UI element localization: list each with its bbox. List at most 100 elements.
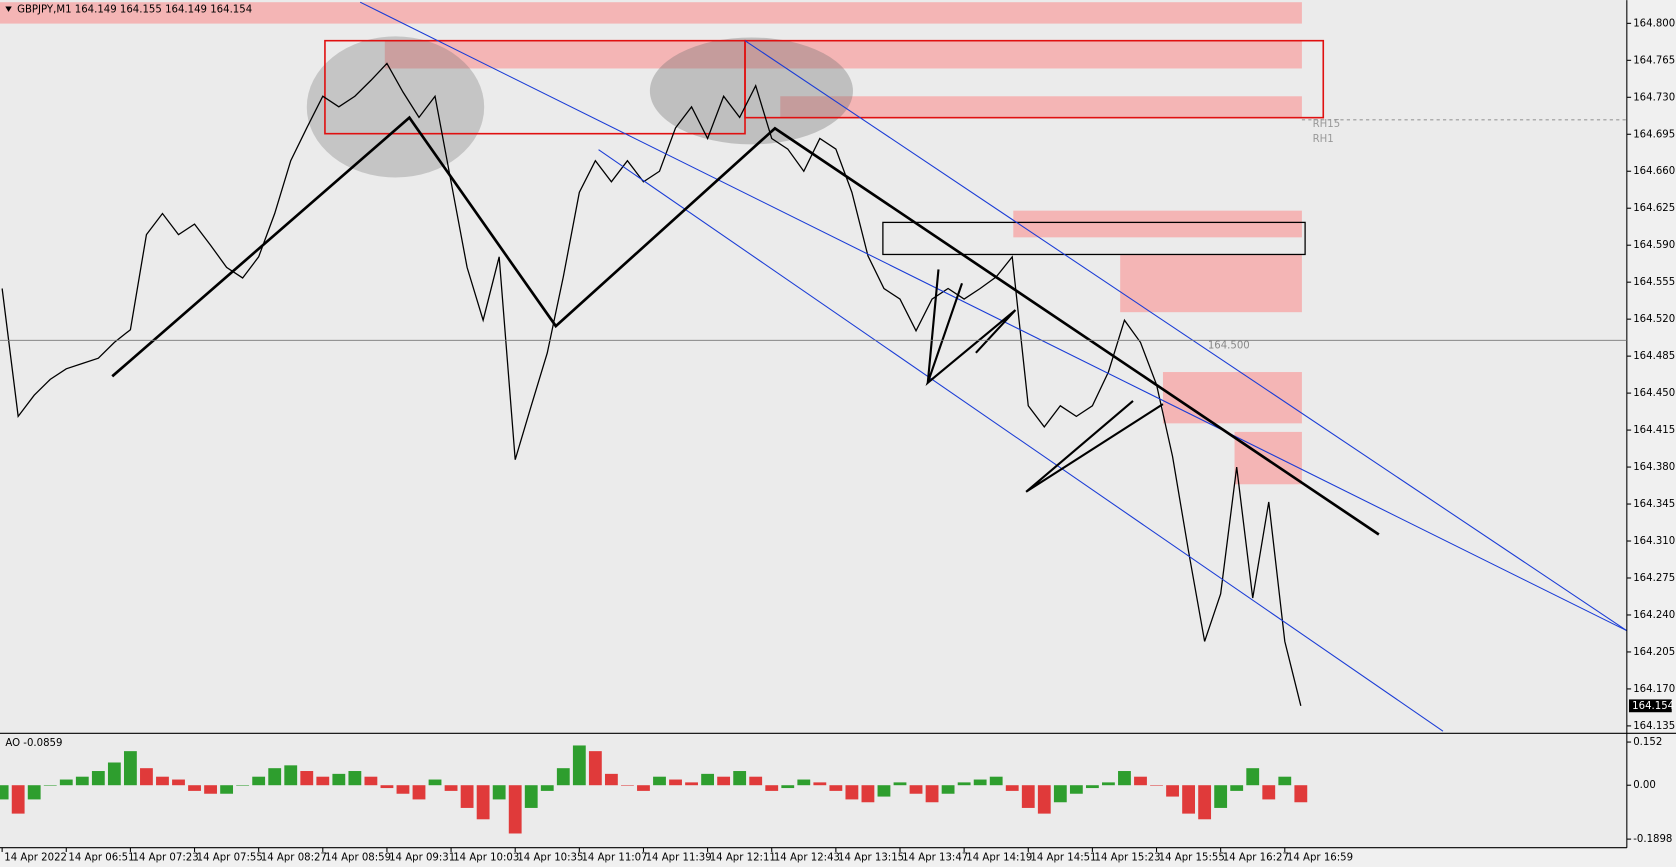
- ao-bar: [893, 782, 907, 786]
- y-tick-label: 164.765: [1633, 55, 1675, 66]
- y-tick-label: 0.152: [1633, 737, 1662, 748]
- trend-line: [111, 115, 1380, 536]
- ao-bar: [252, 776, 266, 786]
- hline-label: 164.500: [1208, 341, 1250, 352]
- y-tick-label: 164.520: [1633, 314, 1675, 325]
- ao-bar: [1246, 768, 1260, 786]
- ao-bar: [284, 765, 298, 786]
- ao-bar: [861, 785, 875, 803]
- y-tick-label: 164.415: [1633, 425, 1675, 436]
- ao-bar: [220, 785, 234, 794]
- price-tag-bg: [1628, 699, 1672, 713]
- y-tick-label: 164.240: [1633, 610, 1675, 621]
- ao-bar: [1166, 785, 1179, 797]
- ao-bar: [604, 773, 618, 786]
- ao-bar: [1102, 782, 1115, 786]
- ao-bar: [43, 785, 57, 786]
- ao-bar: [877, 785, 891, 797]
- ao-bar: [941, 785, 955, 794]
- x-tick-label: 14 Apr 12:43: [774, 852, 840, 863]
- ao-bar: [621, 785, 634, 786]
- ao-bar: [556, 768, 570, 786]
- x-tick-label: 14 Apr 13:47: [902, 852, 968, 863]
- drawings: [111, 1, 1628, 732]
- y-tick-label: 164.590: [1633, 240, 1675, 251]
- ao-bar: [59, 779, 73, 786]
- ao-bar: [845, 785, 859, 800]
- trend-line: [1025, 400, 1164, 493]
- x-tick-label: 14 Apr 11:39: [646, 852, 712, 863]
- ao-bar: [204, 785, 217, 794]
- ao-bar: [1085, 785, 1099, 789]
- ao-bar: [973, 779, 987, 786]
- ao-bar: [1053, 785, 1067, 803]
- y-tick-label: 164.450: [1633, 388, 1675, 399]
- ao-bar: [925, 785, 939, 803]
- ao-bar: [1150, 785, 1163, 786]
- ao-bar: [1037, 785, 1051, 814]
- ao-bar: [749, 776, 763, 786]
- y-tick-label: 164.170: [1633, 684, 1675, 695]
- x-tick-label: 14 Apr 07:55: [197, 852, 263, 863]
- x-tick-label: 14 Apr 15:23: [1095, 852, 1161, 863]
- x-tick-label: 14 Apr 12:11: [710, 852, 776, 863]
- ao-bar: [268, 768, 282, 786]
- ao-bar: [75, 776, 89, 786]
- ao-bar: [1134, 776, 1147, 786]
- ao-bar: [492, 785, 506, 800]
- ao-bar: [188, 785, 201, 791]
- menu-triangle[interactable]: [5, 6, 12, 12]
- ao-bar: [172, 779, 185, 786]
- x-tick-label: 14 Apr 09:31: [389, 852, 455, 863]
- ao-bar: [781, 785, 795, 789]
- x-tick-label: 14 Apr 11:07: [581, 852, 647, 863]
- y-tick-label: 164.800: [1633, 18, 1675, 29]
- x-tick-label: 14 Apr 08:59: [325, 852, 391, 863]
- y-tick-label: 164.205: [1633, 647, 1675, 658]
- zone: [780, 96, 1302, 118]
- ao-bar: [11, 785, 25, 814]
- ao-bar: [1021, 785, 1035, 808]
- highlight: [306, 36, 485, 178]
- ao-bar: [0, 785, 9, 800]
- y-tick-label: 164.485: [1633, 351, 1675, 362]
- ao-bar: [236, 785, 250, 786]
- y-tick-label: 164.275: [1633, 573, 1675, 584]
- ao-bar: [685, 782, 698, 786]
- ao-bar: [412, 785, 426, 800]
- ao-bar: [540, 785, 554, 791]
- y-tick-label: 164.695: [1633, 129, 1675, 140]
- price-series: [1, 62, 1302, 706]
- ao-bar: [653, 776, 666, 786]
- ao-bar: [1198, 785, 1212, 820]
- x-tick-label: 14 Apr 14:51: [1030, 852, 1096, 863]
- x-tick-label: 14 Apr 15:55: [1159, 852, 1225, 863]
- y-tick-label: 164.310: [1633, 536, 1675, 547]
- ao-bar: [316, 776, 330, 786]
- ao-plot: [0, 734, 1627, 848]
- ao-bar: [909, 785, 923, 794]
- x-tick-label: 14 Apr 2022: [4, 852, 67, 863]
- ao-bar: [1230, 785, 1244, 791]
- ao-bar: [765, 785, 779, 791]
- zone: [1120, 254, 1302, 313]
- ao-bar: [91, 771, 105, 786]
- ao-bar: [1262, 785, 1276, 800]
- ao-bar: [797, 779, 811, 786]
- x-tick-label: 14 Apr 16:59: [1287, 852, 1353, 863]
- channel-line: [598, 149, 1444, 732]
- trend-line: [925, 269, 1017, 386]
- ao-bar: [156, 776, 169, 786]
- ao-bar: [701, 773, 715, 786]
- box: [882, 221, 1306, 256]
- ao-bar: [364, 776, 378, 786]
- ao-bar: [1278, 776, 1292, 786]
- price-plot: [0, 0, 1627, 732]
- ao-bar: [829, 785, 843, 791]
- ao-bar: [637, 785, 650, 791]
- x-tick-label: 14 Apr 10:03: [453, 852, 519, 863]
- ao-bar: [460, 785, 474, 808]
- ao-bar: [1005, 785, 1019, 791]
